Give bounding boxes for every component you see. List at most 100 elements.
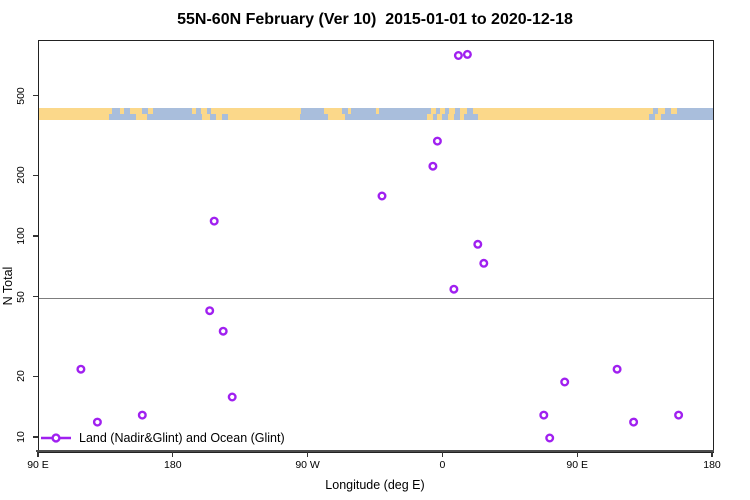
- map-strip-segment-land: [459, 108, 468, 114]
- y-tick-mark: [33, 375, 38, 378]
- x-tick-label: 180: [703, 459, 721, 471]
- x-tick-label: 180: [164, 459, 182, 471]
- map-strip-segment-land: [671, 108, 678, 114]
- map-strip-segment-ocean: [464, 114, 478, 120]
- y-tick-label: 10: [15, 431, 27, 443]
- data-point: [479, 258, 489, 268]
- map-strip-segment-land: [39, 114, 110, 120]
- map-strip-segment-ocean: [152, 108, 192, 114]
- map-strip-segment-land: [323, 108, 342, 114]
- x-axis-title: Longitude (deg E): [325, 478, 425, 492]
- map-strip-segment-land: [477, 114, 649, 120]
- map-strip-segment-ocean: [299, 114, 329, 120]
- map-strip-segment-land: [148, 108, 153, 114]
- y-tick-label: 20: [15, 370, 27, 383]
- x-tick-label: 0: [439, 459, 446, 471]
- data-point: [227, 392, 237, 402]
- map-strip-segment-land: [426, 114, 433, 120]
- map-strip-segment-land: [347, 108, 351, 114]
- map-strip-segment-ocean: [648, 114, 655, 120]
- map-strip-segment-ocean: [378, 108, 432, 114]
- y-tick-mark: [33, 174, 38, 177]
- scatter-points-layer: [76, 49, 684, 443]
- map-strip-segment-land: [437, 114, 442, 120]
- map-strip-segment-ocean: [301, 108, 324, 114]
- data-point: [92, 417, 102, 427]
- data-point: [629, 417, 639, 427]
- legend-marker-icon: [41, 433, 71, 443]
- data-point: [674, 410, 684, 420]
- map-strip-segment-land: [473, 108, 654, 114]
- y-axis-title: N Total: [1, 266, 15, 306]
- data-point: [473, 239, 483, 249]
- y-tick-mark: [33, 235, 38, 237]
- x-tick-mark: [711, 452, 713, 457]
- map-strip-segment-land: [202, 114, 210, 120]
- chart-title: 55N-60N February (Ver 10) 2015-01-01 to …: [177, 11, 573, 28]
- x-tick-mark: [441, 452, 444, 457]
- map-strip-segment-ocean: [124, 108, 131, 114]
- y-tick-label: 500: [15, 86, 27, 105]
- map-strip-segment-land: [440, 108, 445, 114]
- data-point: [612, 364, 622, 374]
- x-tick-label: 90 E: [566, 459, 588, 471]
- map-strip-segment-ocean: [441, 114, 448, 120]
- map-strip-segment-ocean: [344, 114, 427, 120]
- map-strip-segment-ocean: [209, 114, 216, 120]
- data-point: [539, 410, 549, 420]
- map-strip-segment-ocean: [467, 108, 474, 114]
- reference-line-50: [39, 297, 713, 299]
- map-strip-segment-land: [654, 114, 661, 120]
- data-point: [449, 284, 459, 294]
- y-tick-label: 100: [15, 227, 27, 245]
- legend: Land (Nadir&Glint) and Ocean (Glint): [41, 431, 285, 445]
- map-strip-segment-land: [227, 114, 300, 120]
- plot-area: Land (Nadir&Glint) and Ocean (Glint) N T…: [1, 40, 714, 453]
- y-tick-label: 200: [15, 166, 27, 185]
- map-strip-segment-ocean: [435, 108, 441, 114]
- x-axis-line: [36, 450, 714, 452]
- map-strip-segment-land: [119, 108, 125, 114]
- map-strip-segment-land: [459, 114, 465, 120]
- x-tick-mark: [576, 452, 578, 457]
- map-strip-segment-ocean: [432, 114, 438, 120]
- map-strip-segment-ocean: [455, 108, 460, 114]
- map-strip-segment-ocean: [350, 108, 376, 114]
- map-strip-segment-land: [376, 108, 379, 114]
- y-tick-mark: [33, 94, 38, 97]
- map-strip-segment-land: [657, 108, 666, 114]
- map-strip-segment-land: [191, 108, 197, 114]
- map-strip-segment-ocean: [146, 114, 203, 120]
- map-strip-segment-land: [39, 108, 113, 114]
- data-point: [137, 410, 147, 420]
- map-strip-segment-ocean: [444, 108, 450, 114]
- map-strip-segment-land: [136, 114, 147, 120]
- x-tick-label: 90 W: [295, 459, 320, 471]
- y-tick-mark: [33, 295, 38, 298]
- map-strip-segment-ocean: [206, 108, 212, 114]
- data-point: [453, 50, 463, 60]
- data-point: [462, 49, 472, 59]
- y-tick-label: 50: [15, 290, 27, 303]
- data-point: [218, 326, 228, 336]
- x-tick-mark: [37, 452, 39, 457]
- x-tick-mark: [306, 452, 309, 457]
- world-map-strip: [39, 108, 713, 120]
- data-point: [377, 191, 387, 201]
- data-point: [205, 306, 215, 316]
- map-strip-segment-ocean: [221, 114, 228, 120]
- map-strip-segment-land: [431, 108, 436, 114]
- map-strip-segment-land: [211, 108, 302, 114]
- map-strip-segment-ocean: [660, 114, 713, 120]
- data-point: [209, 216, 219, 226]
- data-point: [428, 161, 438, 171]
- data-point: [560, 377, 570, 387]
- x-tick-label: 90 E: [27, 459, 49, 471]
- y-tick-mark: [33, 436, 38, 438]
- map-strip-segment-land: [200, 108, 207, 114]
- map-strip-segment-land: [130, 108, 143, 114]
- data-point: [76, 364, 86, 374]
- legend-label: Land (Nadir&Glint) and Ocean (Glint): [79, 431, 285, 445]
- map-strip-segment-land: [449, 108, 456, 114]
